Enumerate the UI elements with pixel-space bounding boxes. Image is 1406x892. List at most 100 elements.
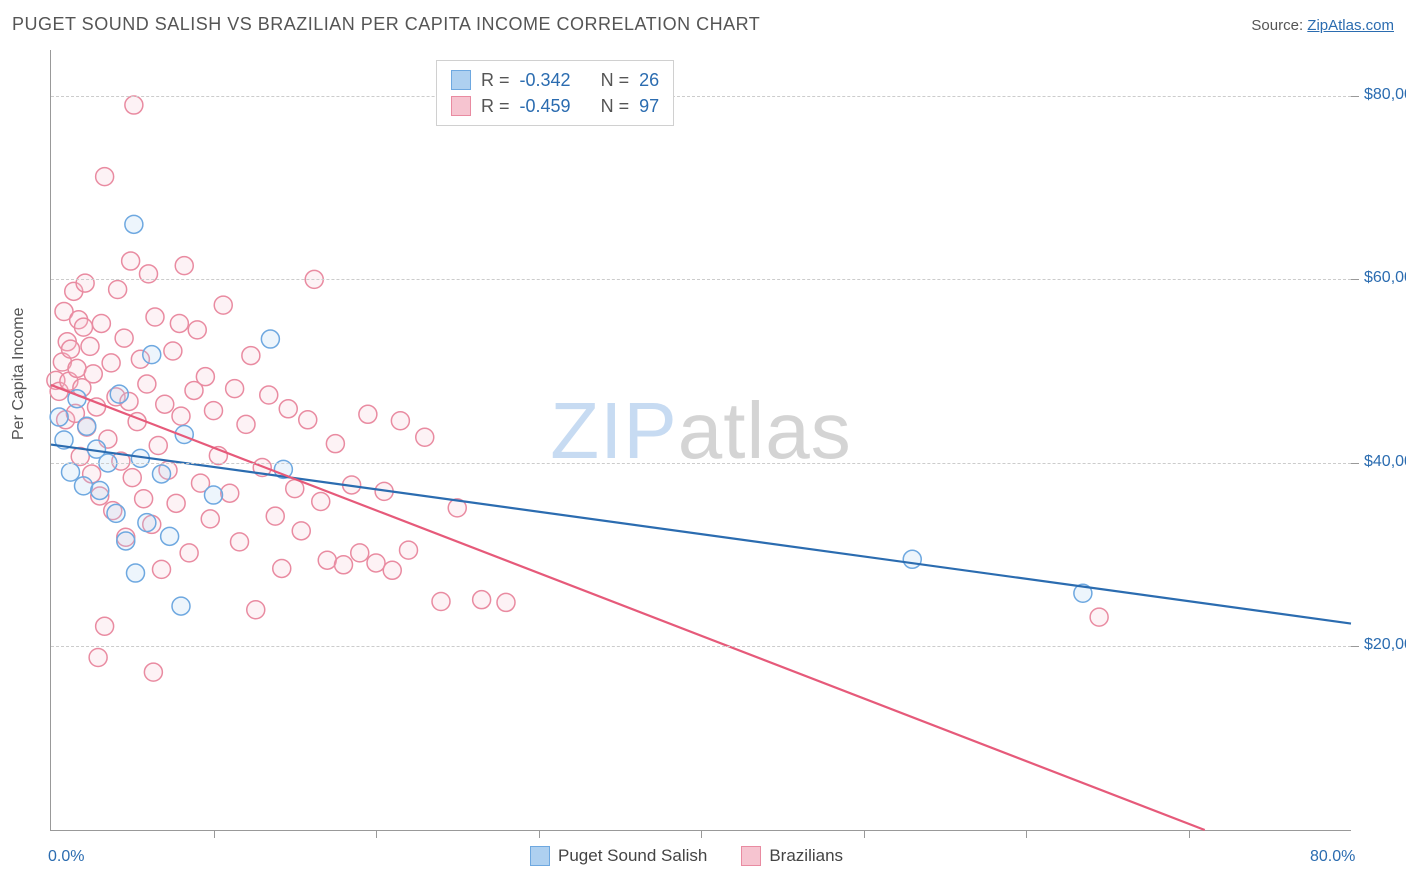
scatter-point-brazilians (367, 554, 385, 572)
scatter-point-brazilians (247, 601, 265, 619)
scatter-point-salish (143, 346, 161, 364)
scatter-point-salish (172, 597, 190, 615)
scatter-point-salish (75, 477, 93, 495)
scatter-point-salish (205, 486, 223, 504)
legend-swatch-salish (530, 846, 550, 866)
scatter-point-brazilians (96, 617, 114, 635)
stats-row-brazilians: R =-0.459N =97 (451, 93, 659, 119)
scatter-point-brazilians (318, 551, 336, 569)
r-value-salish: -0.342 (520, 67, 571, 93)
scatter-point-brazilians (432, 593, 450, 611)
scatter-point-salish (110, 385, 128, 403)
x-tick (701, 830, 702, 838)
trendline-salish (51, 445, 1351, 624)
scatter-point-brazilians (214, 296, 232, 314)
scatter-point-brazilians (266, 507, 284, 525)
scatter-point-salish (153, 465, 171, 483)
scatter-point-salish (125, 215, 143, 233)
scatter-point-salish (50, 408, 68, 426)
stats-row-salish: R = -0.342 N = 26 (451, 67, 659, 93)
scatter-point-salish (91, 481, 109, 499)
n-value-salish: 26 (639, 67, 659, 93)
scatter-point-brazilians (172, 407, 190, 425)
scatter-chart: ZIPatlas (50, 50, 1351, 831)
y-tick-label: $60,000 (1364, 269, 1406, 287)
scatter-point-salish (138, 514, 156, 532)
y-tick (1351, 646, 1359, 647)
gridline-h (51, 646, 1351, 647)
scatter-point-brazilians (497, 593, 515, 611)
scatter-point-salish (261, 330, 279, 348)
scatter-point-salish (78, 417, 96, 435)
scatter-point-brazilians (326, 435, 344, 453)
legend: Puget Sound SalishBrazilians (530, 846, 843, 866)
legend-item-brazilians: Brazilians (741, 846, 843, 866)
x-tick (539, 830, 540, 838)
n-label: N = (601, 67, 630, 93)
scatter-point-brazilians (175, 257, 193, 275)
r-label: R = (481, 93, 510, 119)
scatter-point-brazilians (221, 484, 239, 502)
scatter-point-brazilians (109, 281, 127, 299)
scatter-point-brazilians (75, 318, 93, 336)
scatter-point-brazilians (188, 321, 206, 339)
source-link[interactable]: ZipAtlas.com (1307, 17, 1394, 34)
y-tick-label: $40,000 (1364, 453, 1406, 471)
scatter-point-brazilians (84, 365, 102, 383)
gridline-h (51, 96, 1351, 97)
scatter-point-brazilians (92, 314, 110, 332)
scatter-point-salish (161, 527, 179, 545)
scatter-point-brazilians (279, 400, 297, 418)
x-tick (864, 830, 865, 838)
scatter-point-brazilians (115, 329, 133, 347)
y-tick (1351, 96, 1359, 97)
scatter-point-brazilians (138, 375, 156, 393)
scatter-point-brazilians (351, 544, 369, 562)
scatter-point-salish (107, 504, 125, 522)
scatter-point-brazilians (62, 340, 80, 358)
y-tick-label: $80,000 (1364, 86, 1406, 104)
scatter-point-brazilians (125, 96, 143, 114)
scatter-point-brazilians (226, 380, 244, 398)
scatter-point-brazilians (201, 510, 219, 528)
scatter-point-brazilians (180, 544, 198, 562)
x-tick (1026, 830, 1027, 838)
scatter-point-brazilians (123, 469, 141, 487)
scatter-point-brazilians (164, 342, 182, 360)
scatter-point-brazilians (473, 591, 491, 609)
scatter-point-brazilians (167, 494, 185, 512)
swatch-brazilians (451, 96, 471, 116)
scatter-point-brazilians (416, 428, 434, 446)
scatter-point-brazilians (102, 354, 120, 372)
scatter-point-brazilians (383, 561, 401, 579)
scatter-point-brazilians (260, 386, 278, 404)
r-label: R = (481, 67, 510, 93)
scatter-point-salish (127, 564, 145, 582)
scatter-point-brazilians (400, 541, 418, 559)
n-label: N = (601, 93, 630, 119)
scatter-point-brazilians (76, 274, 94, 292)
scatter-point-salish (62, 463, 80, 481)
scatter-point-brazilians (335, 556, 353, 574)
scatter-point-brazilians (81, 337, 99, 355)
scatter-point-brazilians (170, 314, 188, 332)
scatter-point-brazilians (153, 560, 171, 578)
x-tick (1189, 830, 1190, 838)
legend-swatch-brazilians (741, 846, 761, 866)
scatter-point-salish (117, 532, 135, 550)
scatter-point-brazilians (292, 522, 310, 540)
scatter-point-brazilians (122, 252, 140, 270)
scatter-point-brazilians (89, 648, 107, 666)
x-axis-max-label: 80.0% (1310, 848, 1355, 866)
source-prefix: Source: (1251, 17, 1307, 34)
scatter-point-brazilians (146, 308, 164, 326)
scatter-point-brazilians (205, 402, 223, 420)
scatter-point-brazilians (391, 412, 409, 430)
y-axis-label: Per Capita Income (10, 307, 28, 440)
scatter-point-brazilians (96, 168, 114, 186)
scatter-point-brazilians (68, 359, 86, 377)
chart-title: PUGET SOUND SALISH VS BRAZILIAN PER CAPI… (12, 14, 760, 35)
scatter-point-brazilians (231, 533, 249, 551)
scatter-point-brazilians (196, 368, 214, 386)
correlation-stats-box: R = -0.342 N = 26R =-0.459N =97 (436, 60, 674, 126)
